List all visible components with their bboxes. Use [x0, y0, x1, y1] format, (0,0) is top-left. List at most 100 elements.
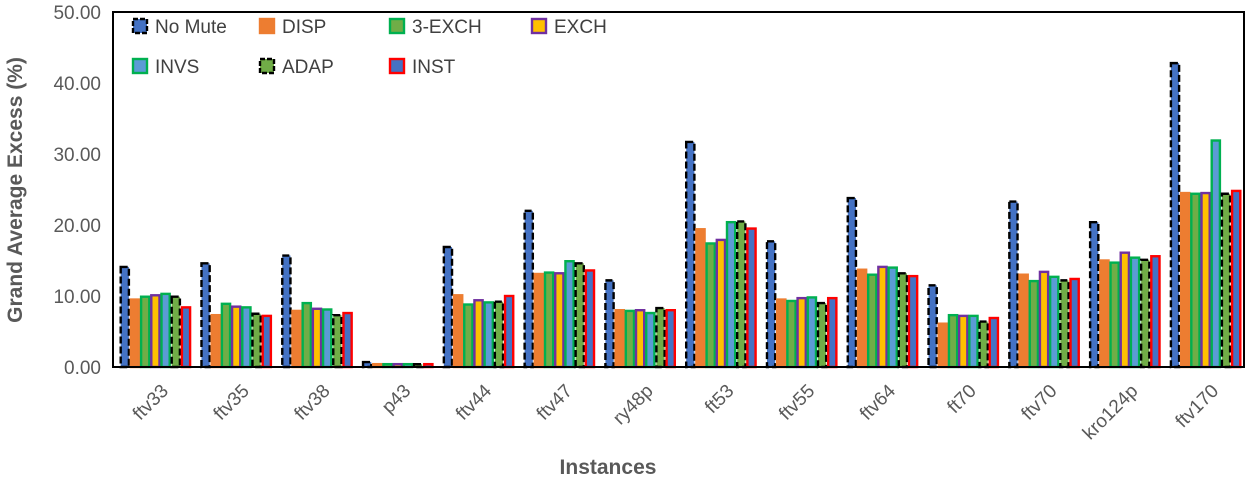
bar-inst-ftv64 — [907, 274, 919, 369]
bar-exch-ftv35 — [230, 305, 242, 369]
bar-exch-ft53 — [715, 238, 727, 369]
bar-disp-ftv38 — [291, 309, 302, 369]
bar-invs-ftv44 — [483, 301, 495, 369]
legend-swatch-3-exch — [388, 17, 406, 35]
bar-adap-ftv70 — [1059, 279, 1070, 369]
legend-swatch-disp — [258, 17, 276, 35]
bar-3-exch-ftv70 — [1028, 279, 1040, 369]
bar-adap-ftv47 — [574, 262, 586, 369]
bar-inst-ftv170 — [1230, 189, 1242, 369]
bar-disp-ry48p — [614, 309, 626, 369]
x-tick-label: ftv47 — [533, 381, 577, 425]
bar-exch-kro124p — [1119, 251, 1131, 369]
bar-invs-ftv33 — [160, 292, 171, 369]
bar-adap-ftv33 — [170, 295, 182, 369]
legend-swatch-adap — [258, 57, 276, 75]
bar-exch-ftv170 — [1200, 191, 1211, 369]
bar-no-mute-ft70 — [927, 284, 938, 369]
bar-no-mute-ftv44 — [442, 245, 454, 369]
plot-bars — [119, 61, 1242, 369]
bar-3-exch-ftv35 — [220, 302, 232, 369]
bar-invs-ftv55 — [806, 296, 818, 369]
bar-exch-ftv70 — [1038, 270, 1050, 369]
bar-adap-ft53 — [735, 220, 747, 369]
bar-adap-ftv38 — [332, 313, 343, 369]
bar-inst-ftv38 — [342, 311, 353, 369]
bar-inst-kro124p — [1150, 255, 1161, 369]
bar-no-mute-ftv70 — [1008, 200, 1019, 369]
bar-inst-ry48p — [665, 309, 677, 369]
y-tick-label: 0.00 — [64, 358, 101, 379]
bar-disp-ftv47 — [533, 272, 545, 369]
x-tick-label: ftv55 — [775, 381, 819, 425]
bar-inst-ft70 — [988, 316, 1000, 369]
x-tick-label: ftv170 — [1172, 381, 1223, 432]
bar-disp-ftv33 — [129, 298, 141, 369]
bar-no-mute-ftv33 — [119, 265, 131, 369]
bar-3-exch-kro124p — [1109, 261, 1120, 369]
bar-adap-kro124p — [1139, 258, 1151, 369]
bar-no-mute-ftv47 — [523, 209, 535, 369]
bar-invs-ftv38 — [321, 308, 333, 369]
bar-invs-ftv47 — [564, 260, 575, 369]
bar-adap-ftv35 — [251, 312, 262, 369]
bar-adap-ft70 — [978, 320, 989, 369]
bar-exch-ftv33 — [150, 294, 161, 369]
bar-no-mute-ftv55 — [765, 240, 777, 369]
bar-3-exch-ry48p — [624, 309, 636, 369]
y-axis-title: Grand Average Excess (%) — [4, 57, 27, 323]
bar-inst-ftv47 — [584, 269, 596, 369]
bar-inst-ftv33 — [180, 306, 192, 369]
bar-disp-ftv64 — [856, 268, 868, 369]
bar-disp-ft53 — [695, 228, 706, 369]
bar-adap-ftv55 — [816, 301, 828, 369]
legend-label-disp: DISP — [282, 17, 326, 38]
x-tick-label: ftv44 — [452, 380, 496, 424]
y-tick-label: 50.00 — [53, 3, 101, 24]
x-tick-label: ftv33 — [129, 381, 173, 425]
bar-3-exch-ftv44 — [463, 303, 474, 369]
x-tick-label: ftv64 — [856, 380, 900, 424]
y-tick-label: 20.00 — [53, 216, 101, 237]
bar-inst-ftv70 — [1069, 277, 1080, 369]
bar-no-mute-ftv38 — [281, 254, 292, 369]
legend-swatch-no-mute — [131, 17, 149, 35]
y-tick-label: 10.00 — [53, 287, 101, 308]
bar-exch-ftv64 — [877, 265, 888, 369]
y-tick-label: 40.00 — [53, 74, 101, 95]
legend-label-no-mute: No Mute — [155, 17, 227, 38]
bar-inst-ftv44 — [503, 294, 515, 369]
bar-exch-ftv38 — [311, 307, 323, 369]
bar-disp-ftv170 — [1179, 191, 1191, 369]
bar-disp-ftv44 — [452, 294, 464, 369]
bar-inst-ft53 — [746, 227, 757, 369]
bar-adap-ry48p — [655, 306, 666, 369]
x-tick-label: ftv70 — [1018, 381, 1062, 425]
x-tick-label: kro124p — [1079, 381, 1142, 444]
bar-exch-ftv47 — [554, 272, 565, 369]
y-axis-ticks: 0.00 10.00 20.00 30.00 40.00 50.00 — [53, 3, 101, 379]
bar-adap-ftv170 — [1220, 192, 1232, 369]
x-axis-ticks: ftv33 ftv35 ftv38 p43 ftv44 ftv47 ry48p ft53 ftv… — [129, 380, 1223, 444]
bar-3-exch-ftv47 — [543, 271, 555, 369]
bar-disp-ftv35 — [210, 313, 222, 369]
bar-no-mute-ftv170 — [1169, 61, 1181, 369]
legend-label-exch: EXCH — [554, 17, 607, 38]
x-tick-label: ftv35 — [210, 381, 254, 425]
bar-inst-ftv35 — [261, 314, 273, 369]
bar-no-mute-ry48p — [604, 279, 615, 369]
legend: No Mute DISP 3-EXCH EXCH INVS ADAP INST — [131, 17, 607, 78]
y-tick-label: 30.00 — [53, 145, 101, 166]
bar-inst-ftv55 — [826, 296, 838, 369]
bar-3-exch-ft53 — [705, 242, 716, 369]
x-tick-label: ftv38 — [291, 381, 335, 425]
bar-no-mute-ftv64 — [846, 196, 858, 369]
bar-no-mute-ft53 — [684, 140, 696, 369]
x-axis-title: Instances — [560, 456, 657, 479]
bar-adap-ftv64 — [897, 272, 909, 369]
bar-3-exch-ft70 — [947, 313, 959, 369]
bar-no-mute-ftv35 — [200, 262, 211, 369]
bar-invs-kro124p — [1129, 256, 1141, 369]
bar-invs-ry48p — [645, 311, 656, 369]
bar-disp-kro124p — [1099, 259, 1110, 369]
